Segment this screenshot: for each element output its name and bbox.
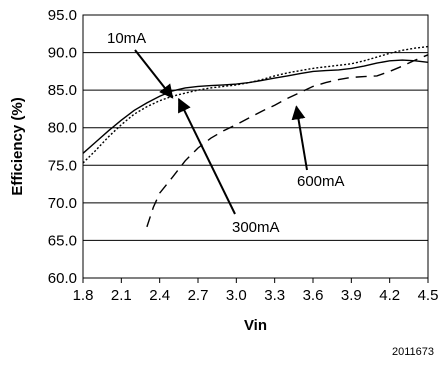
x-axis-title: Vin [244, 317, 267, 334]
y-tick-label: 85.0 [48, 82, 77, 99]
x-tick-label: 2.7 [188, 287, 209, 304]
x-tick-label: 3.9 [341, 287, 362, 304]
y-tick-label: 65.0 [48, 232, 77, 249]
x-tick-label: 4.2 [379, 287, 400, 304]
y-tick-label: 80.0 [48, 120, 77, 137]
plot-frame [82, 14, 429, 279]
annotation-600mA-arrow [291, 105, 308, 171]
y-tick-label: 75.0 [48, 157, 77, 174]
x-tick-label: 3.0 [226, 287, 247, 304]
annotations: 10mA 300mA 600mA [107, 30, 345, 236]
x-tick-label: 4.5 [418, 287, 439, 304]
tick-labels: 60.0 65.0 70.0 75.0 80.0 85.0 90.0 95.0 1.8 2.1 2.… [48, 7, 439, 304]
x-tick-label: 3.3 [264, 287, 285, 304]
annotation-300mA-label: 300mA [232, 219, 280, 236]
y-tick-label: 70.0 [48, 195, 77, 212]
x-tick-label: 1.8 [73, 287, 94, 304]
y-axis-title: Efficiency (%) [9, 97, 26, 195]
x-tick-label: 2.1 [111, 287, 132, 304]
y-tick-label: 90.0 [48, 45, 77, 62]
x-tick-label: 2.4 [149, 287, 170, 304]
annotation-600mA-label: 600mA [297, 173, 345, 190]
y-tick-label: 60.0 [48, 270, 77, 287]
series-300mA-line [82, 59, 429, 154]
annotation-300mA-arrow [177, 97, 236, 215]
series-10mA-line [82, 45, 429, 164]
figure-id: 2011673 [391, 346, 434, 358]
y-tick-label: 95.0 [48, 7, 77, 24]
annotation-10mA-arrow [134, 49, 174, 99]
grid-lines [83, 14, 428, 279]
annotation-10mA-label: 10mA [107, 30, 146, 47]
x-tick-label: 3.6 [303, 287, 324, 304]
series-lines [82, 45, 429, 228]
series-600mA-line [146, 54, 429, 228]
